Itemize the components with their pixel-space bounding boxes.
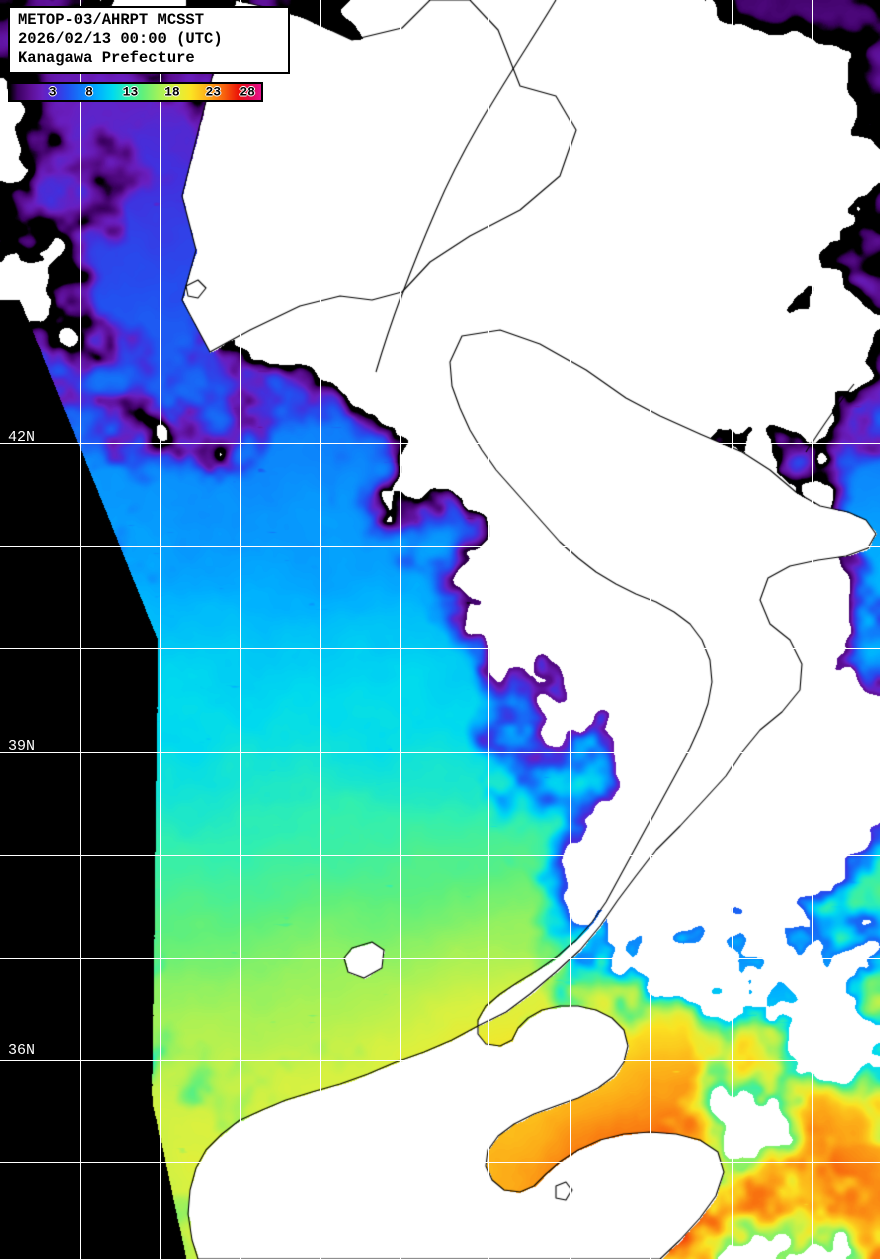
title-box: METOP-03/AHRPT MCSST 2026/02/13 00:00 (U… (8, 6, 290, 74)
colorbar-tick-8: 8 (85, 84, 93, 100)
colorbar-gradient (10, 84, 261, 100)
title-line-product: METOP-03/AHRPT MCSST (18, 11, 205, 29)
colorbar-tick-13: 13 (122, 84, 139, 100)
colorbar-tick-23: 23 (205, 84, 222, 100)
colorbar-tick-3: 3 (48, 84, 57, 100)
title-line-region: Kanagawa Prefecture (18, 49, 195, 67)
temperature-colorbar: 3 8 13 18 23 28 (8, 82, 263, 102)
colorbar-tick-18: 18 (164, 84, 180, 100)
title-line-datetime: 2026/02/13 00:00 (UTC) (18, 30, 223, 48)
colorbar-tick-28: 28 (239, 84, 255, 100)
